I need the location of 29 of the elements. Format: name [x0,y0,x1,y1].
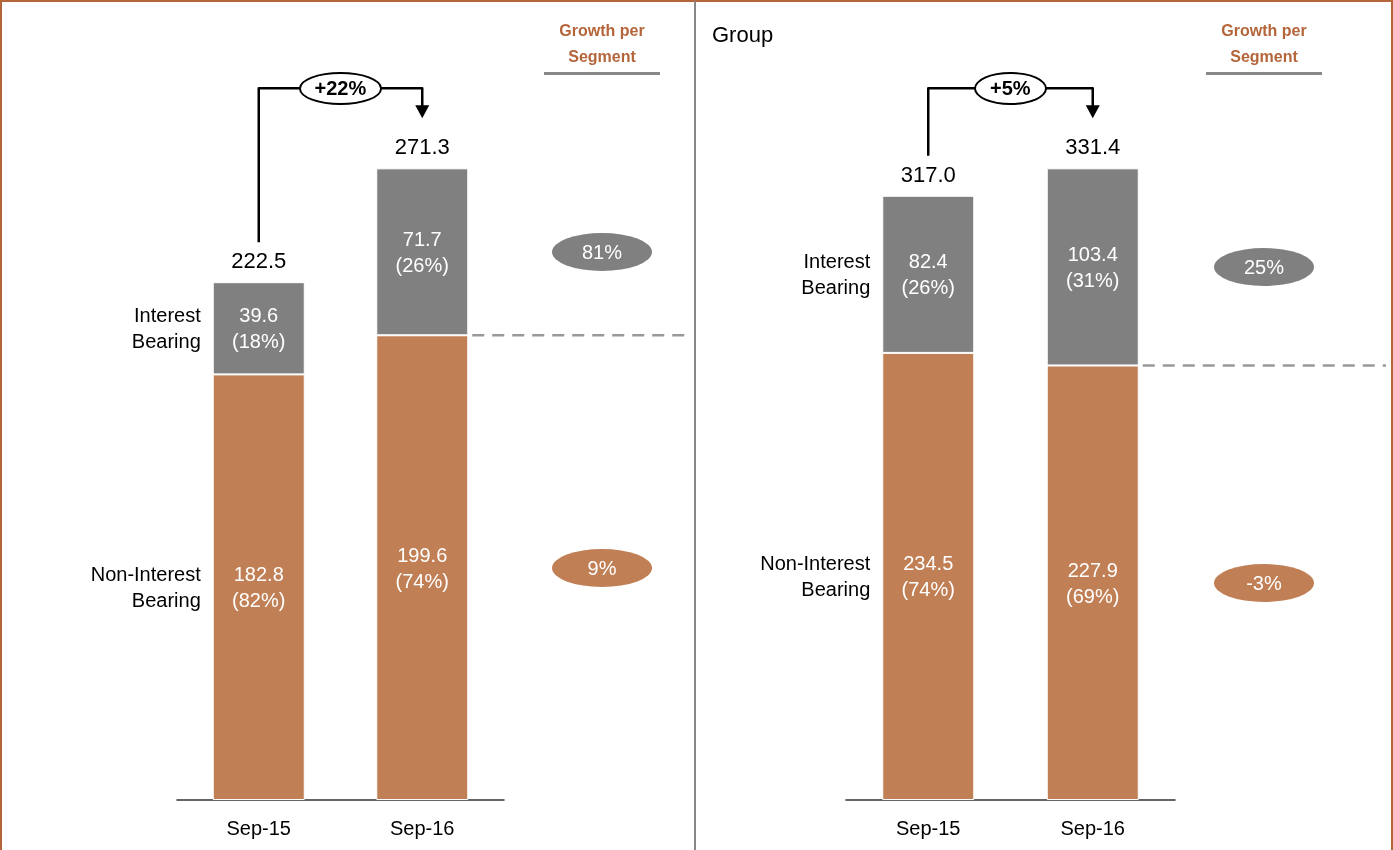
total-label: 271.3 [393,134,451,161]
data-label: 39.6 (18%) [232,304,286,353]
data-label: 82.4 (26%) [901,250,955,299]
total-label: 331.4 [1064,134,1122,161]
data-label: 227.9 (69%) [1066,558,1120,607]
data-label: 199.6 (74%) [395,543,449,592]
data-label: 234.5 (74%) [901,552,955,601]
text: -3% [1214,563,1314,602]
text: Growth per Segment [544,18,660,75]
text: +22% [298,71,383,105]
text: 25% [1214,247,1314,286]
series-label: Interest Bearing [130,303,201,355]
x-tick-label: Sep-15 [226,817,291,839]
text: +5% [974,71,1047,105]
text: 9% [552,548,652,587]
x-tick-label: Sep-16 [390,817,455,839]
x-tick-label: Sep-16 [1060,817,1125,839]
text: 81% [552,232,652,271]
data-label: 182.8 (82%) [232,563,286,612]
total-label: 222.5 [230,248,288,275]
x-tick-label: Sep-15 [896,817,961,839]
text: Growth per Segment [1206,18,1322,75]
series-label: Interest Bearing [800,249,871,301]
series-label: Non-Interest Bearing [89,562,201,614]
chart-title: Group [712,22,774,48]
series-label: Non-Interest Bearing [759,551,871,603]
total-label: 317.0 [899,161,957,188]
data-label: 103.4 (31%) [1066,242,1120,291]
data-label: 71.7 (26%) [395,227,449,276]
